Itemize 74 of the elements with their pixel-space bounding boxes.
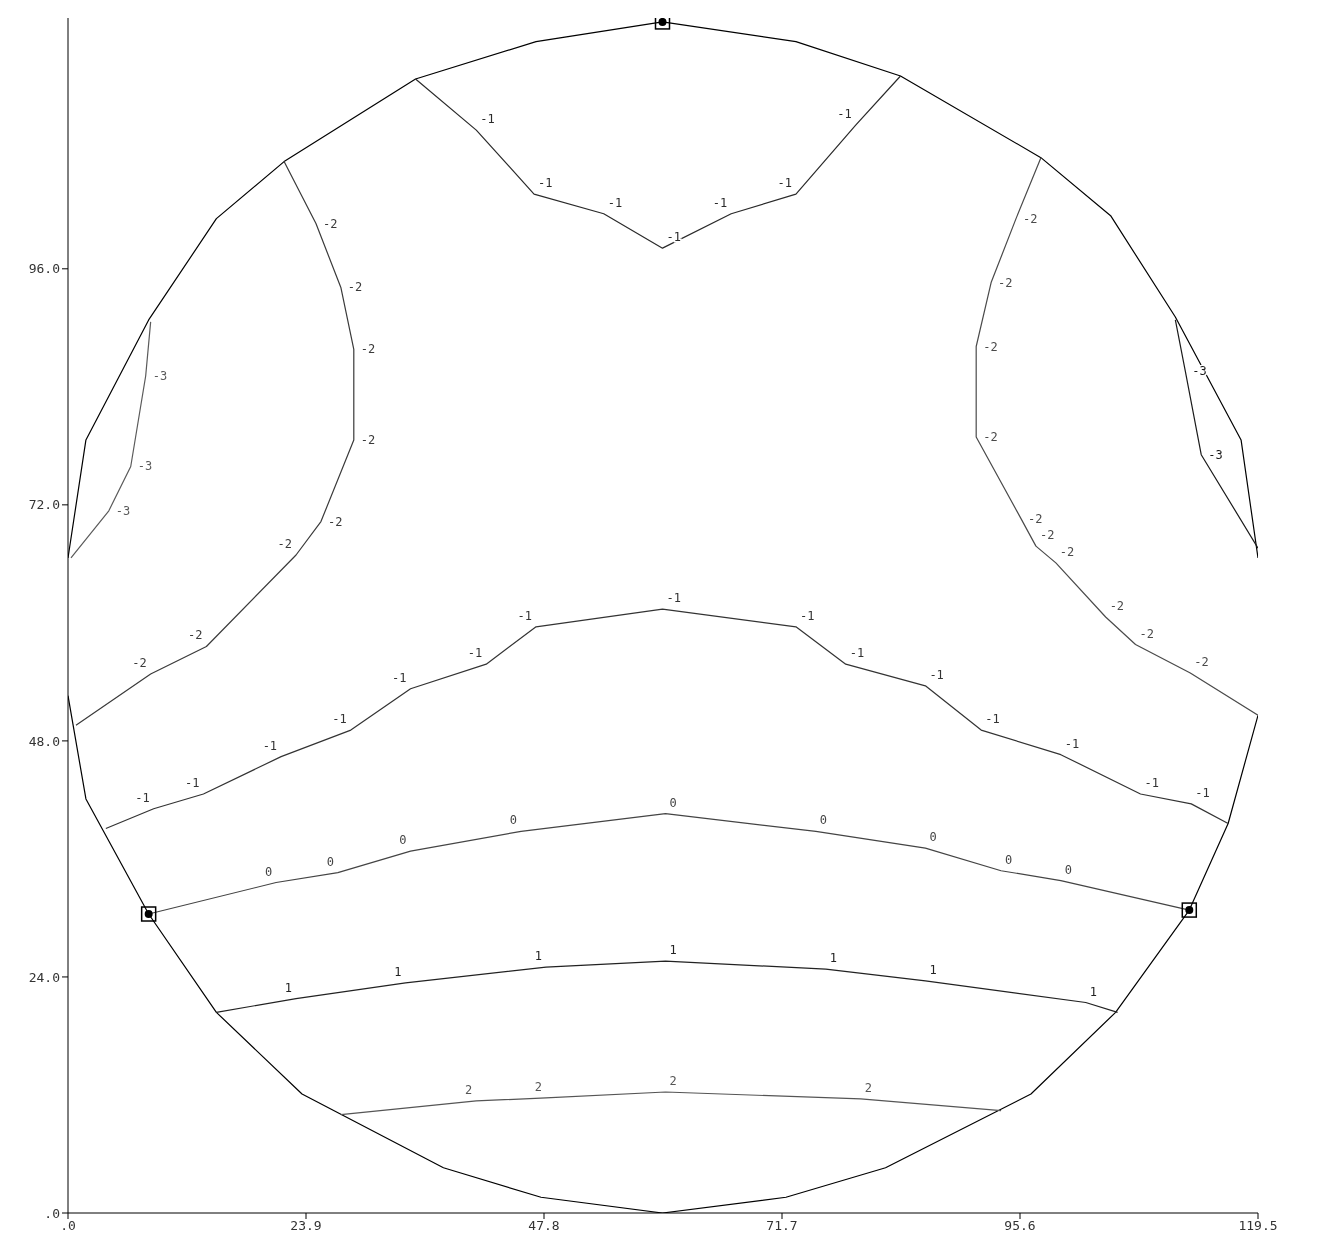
text: 2 bbox=[864, 1080, 872, 1095]
text: 1 bbox=[284, 980, 293, 995]
text: -2 bbox=[983, 339, 998, 354]
text: -2 bbox=[187, 628, 203, 643]
text: 2 bbox=[534, 1079, 542, 1094]
text: 1 bbox=[1089, 984, 1097, 999]
text: 1 bbox=[394, 964, 402, 979]
y-tick-label: 48.0 bbox=[28, 733, 60, 749]
text: -2 bbox=[1028, 511, 1043, 526]
text: -2 bbox=[132, 656, 147, 671]
y-tick-label: 72.0 bbox=[28, 497, 60, 513]
series-label: -2 bbox=[327, 514, 343, 529]
text: -1 bbox=[538, 176, 553, 191]
text: 0 bbox=[509, 813, 518, 828]
text: -2 bbox=[347, 280, 363, 295]
text: -2 bbox=[360, 342, 376, 357]
text: -1 bbox=[480, 112, 495, 127]
x-tick-label: .0 bbox=[60, 1218, 76, 1234]
text: -2 bbox=[360, 432, 376, 447]
text: -2 bbox=[1139, 626, 1154, 641]
y-tick-label: .0 bbox=[44, 1205, 60, 1221]
text: -2 bbox=[1194, 655, 1209, 670]
text: -1 bbox=[1064, 736, 1080, 751]
text: 0 bbox=[929, 830, 937, 845]
text: -1 bbox=[849, 646, 865, 661]
text: 0 bbox=[819, 813, 828, 828]
text: -1 bbox=[1195, 785, 1210, 800]
text: 0 bbox=[1005, 852, 1013, 867]
series-label: 2 bbox=[669, 1074, 677, 1089]
text: -1 bbox=[985, 712, 1000, 727]
text: 0 bbox=[399, 833, 407, 848]
text: -1 bbox=[332, 712, 347, 727]
x-tick-label: 119.5 bbox=[1238, 1218, 1278, 1234]
text: 0 bbox=[326, 854, 334, 869]
text: -2 bbox=[277, 537, 293, 552]
text: -2 bbox=[1059, 544, 1075, 559]
text: -3 bbox=[152, 369, 168, 384]
text: -2 bbox=[998, 275, 1013, 290]
y-tick-label: 24.0 bbox=[28, 969, 60, 985]
text: -1 bbox=[184, 776, 200, 791]
text: -1 bbox=[1144, 776, 1159, 791]
series-label: -3 bbox=[115, 503, 131, 518]
text: -1 bbox=[517, 608, 533, 623]
text: -1 bbox=[712, 195, 728, 210]
y-tick-label: 96.0 bbox=[28, 261, 60, 277]
text: 0 bbox=[1064, 862, 1073, 877]
x-tick-label: 47.8 bbox=[528, 1218, 560, 1234]
text: -3 bbox=[137, 459, 153, 474]
text: -1 bbox=[262, 738, 278, 753]
text: -1 bbox=[467, 646, 483, 661]
text: -1 bbox=[392, 670, 407, 685]
text: -2 bbox=[1023, 211, 1038, 226]
text: 1 bbox=[929, 962, 937, 977]
text: 2 bbox=[465, 1082, 473, 1097]
series-label: -2 bbox=[983, 429, 998, 444]
text: -1 bbox=[135, 790, 150, 805]
series-label: -3 bbox=[1208, 447, 1223, 462]
x-tick-label: 23.9 bbox=[290, 1218, 322, 1234]
series-label: 0 bbox=[669, 795, 677, 810]
x-tick-label: 95.6 bbox=[1004, 1218, 1036, 1234]
x-tick-label: 71.7 bbox=[766, 1218, 798, 1234]
text: -2 bbox=[1039, 528, 1055, 543]
text: -2 bbox=[322, 216, 338, 231]
series-label: 1 bbox=[669, 943, 677, 958]
text: -2 bbox=[1109, 598, 1125, 613]
text: -1 bbox=[799, 608, 815, 623]
text: 1 bbox=[534, 949, 542, 964]
text: -1 bbox=[777, 176, 792, 191]
text: -1 bbox=[929, 667, 944, 682]
text: 1 bbox=[829, 951, 838, 966]
text: -1 bbox=[837, 107, 852, 122]
series-label: -1 bbox=[666, 591, 681, 606]
text: -1 bbox=[607, 195, 623, 210]
text: 0 bbox=[264, 864, 273, 879]
